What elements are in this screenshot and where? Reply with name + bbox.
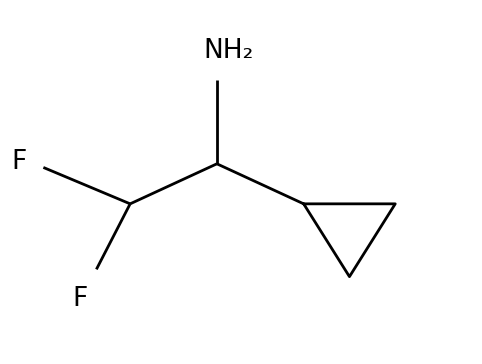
Text: F: F xyxy=(11,149,27,175)
Text: F: F xyxy=(72,286,87,312)
Text: NH₂: NH₂ xyxy=(204,38,254,64)
